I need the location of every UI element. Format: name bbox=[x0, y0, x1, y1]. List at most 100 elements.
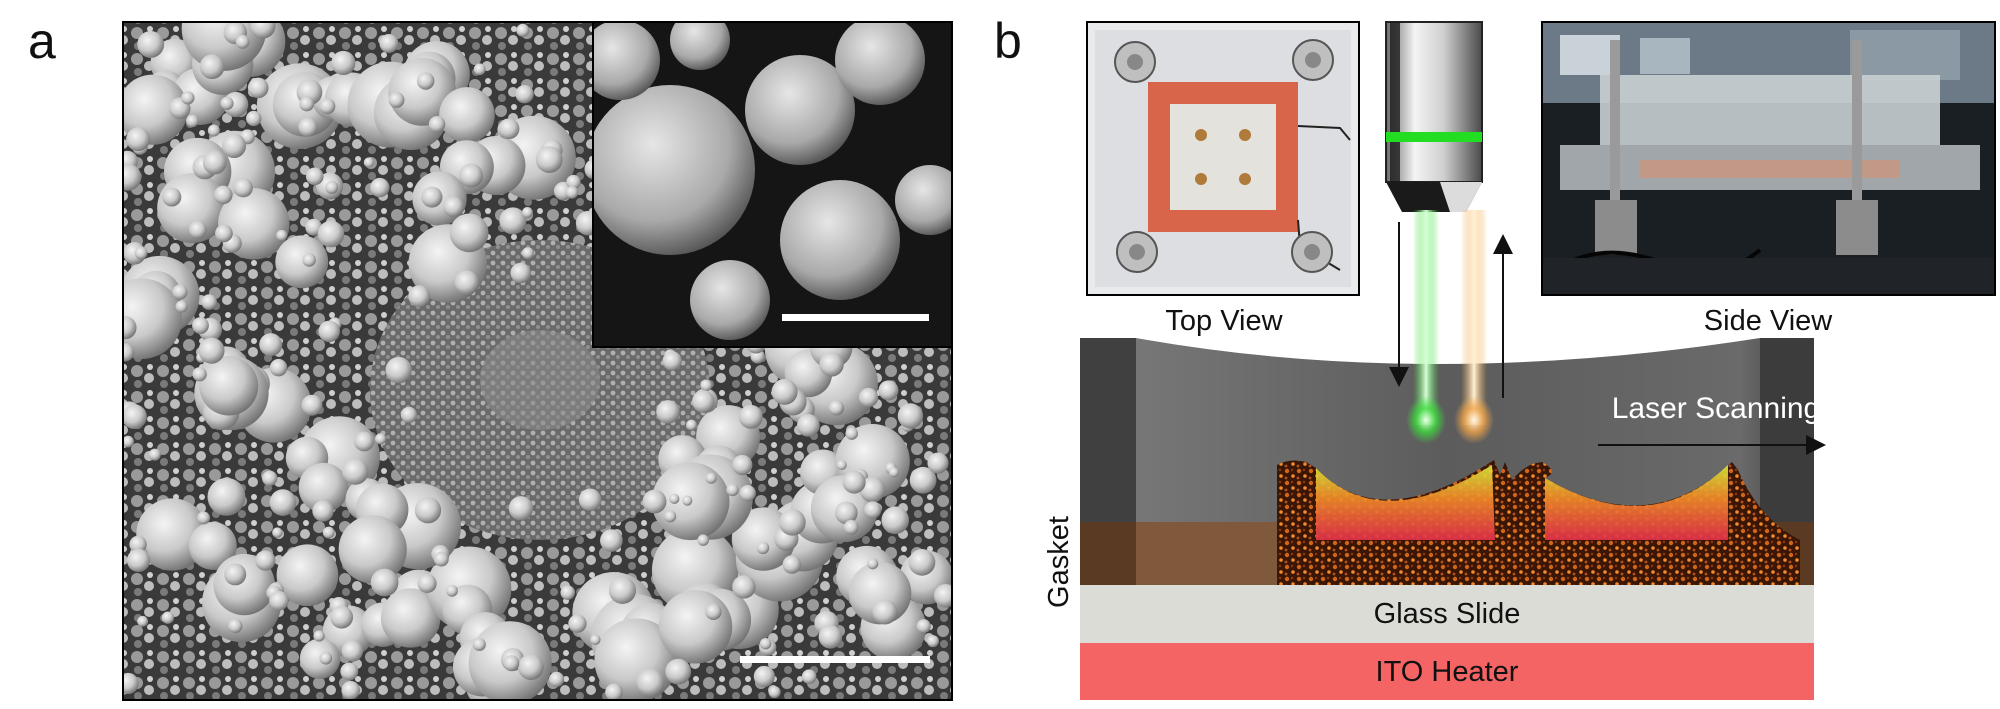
particle bbox=[658, 590, 733, 664]
particle bbox=[275, 235, 329, 289]
particle bbox=[503, 655, 520, 672]
particle bbox=[933, 584, 952, 608]
inset-particle bbox=[835, 22, 925, 105]
deposit-layer bbox=[1277, 460, 1800, 585]
particle bbox=[858, 387, 879, 408]
particle bbox=[123, 278, 182, 359]
inset-particle bbox=[593, 85, 755, 255]
particle bbox=[732, 454, 753, 476]
particle bbox=[181, 91, 195, 105]
particle bbox=[888, 467, 899, 478]
particle bbox=[247, 77, 269, 99]
particle bbox=[454, 270, 479, 295]
particle bbox=[433, 551, 449, 567]
gasket-label: Gasket bbox=[1043, 516, 1075, 608]
particle bbox=[510, 262, 531, 284]
particle bbox=[331, 50, 356, 76]
particle bbox=[380, 588, 441, 648]
particle bbox=[298, 462, 349, 513]
particle bbox=[126, 548, 151, 573]
particle bbox=[207, 477, 246, 516]
particle bbox=[172, 284, 188, 300]
particle bbox=[600, 529, 623, 552]
particle bbox=[313, 630, 325, 642]
particle bbox=[299, 96, 315, 112]
particle bbox=[137, 30, 165, 58]
particle bbox=[192, 367, 207, 382]
sem-frame bbox=[122, 21, 953, 701]
particle bbox=[148, 448, 161, 461]
particle bbox=[276, 544, 339, 607]
particle bbox=[126, 127, 151, 152]
particle bbox=[665, 658, 692, 685]
particle bbox=[220, 96, 234, 110]
side-view-caption: Side View bbox=[1704, 305, 1833, 337]
objective-lens bbox=[1385, 21, 1483, 212]
particle bbox=[768, 686, 781, 699]
particle bbox=[692, 390, 715, 413]
particle bbox=[385, 356, 412, 384]
particle bbox=[867, 558, 879, 570]
particle bbox=[516, 23, 530, 37]
particle bbox=[836, 460, 847, 471]
particle bbox=[188, 521, 237, 570]
particle bbox=[428, 115, 446, 133]
excitation-beam bbox=[1413, 210, 1439, 425]
particle bbox=[416, 72, 435, 90]
inset-particle bbox=[670, 22, 730, 70]
top-view-photo bbox=[1086, 21, 1360, 296]
sem-inset-frame bbox=[592, 21, 953, 348]
particle bbox=[818, 625, 843, 649]
particle bbox=[759, 637, 772, 650]
particle bbox=[388, 58, 457, 126]
particle bbox=[298, 117, 318, 137]
particle bbox=[498, 118, 520, 140]
particle bbox=[319, 98, 336, 115]
particle bbox=[305, 167, 324, 186]
particle bbox=[198, 337, 225, 364]
particle bbox=[250, 22, 276, 39]
particle bbox=[522, 247, 534, 260]
particle bbox=[897, 403, 924, 429]
sem-inset-scale-bar bbox=[782, 314, 929, 321]
particle bbox=[255, 550, 276, 571]
sem-inset bbox=[593, 22, 952, 347]
particle bbox=[515, 84, 534, 104]
particle bbox=[738, 404, 763, 429]
particle bbox=[508, 496, 534, 521]
particle bbox=[566, 174, 581, 190]
particle bbox=[590, 634, 601, 645]
particle bbox=[330, 605, 354, 629]
particle bbox=[414, 496, 442, 524]
particle bbox=[517, 654, 544, 680]
particle bbox=[421, 186, 443, 208]
laser-scanning-label: Laser Scanning bbox=[1612, 392, 1820, 425]
particle bbox=[568, 614, 587, 633]
sem-scale-bar bbox=[740, 656, 930, 663]
particle bbox=[262, 470, 278, 486]
particle bbox=[909, 466, 937, 494]
particle bbox=[549, 671, 565, 687]
particle bbox=[845, 427, 859, 440]
particle bbox=[739, 485, 756, 502]
panel-label-b: b bbox=[994, 13, 1022, 69]
particle bbox=[771, 378, 798, 405]
chamber-schematic bbox=[1080, 338, 1814, 700]
top-view-caption: Top View bbox=[1165, 305, 1283, 337]
particle bbox=[446, 584, 458, 597]
particle bbox=[636, 668, 665, 697]
particle bbox=[560, 585, 576, 600]
particle bbox=[312, 500, 334, 522]
particle bbox=[276, 229, 288, 241]
particle bbox=[782, 555, 802, 574]
particle bbox=[201, 294, 217, 310]
particle bbox=[199, 54, 225, 80]
particle bbox=[927, 452, 949, 474]
particle bbox=[797, 413, 820, 437]
particle bbox=[214, 185, 233, 205]
particle bbox=[828, 400, 845, 416]
particle bbox=[363, 157, 374, 168]
particle bbox=[215, 224, 233, 243]
particle bbox=[908, 548, 936, 576]
